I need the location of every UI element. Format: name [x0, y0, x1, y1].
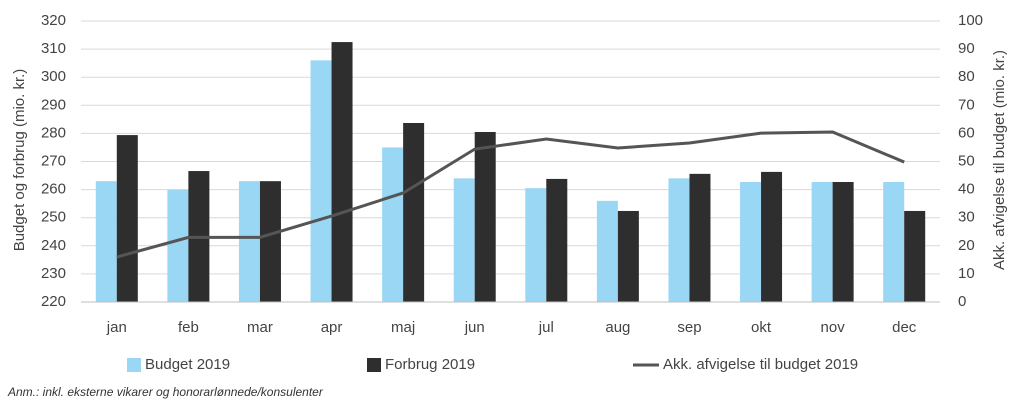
x-tick-label: apr [321, 319, 343, 336]
bar [238, 181, 260, 302]
x-tick-label: feb [178, 319, 199, 336]
y2-tick-label: 60 [958, 124, 975, 141]
x-tick-label: sep [677, 319, 701, 336]
x-tick-label: dec [892, 319, 917, 336]
y2-tick-label: 40 [958, 181, 975, 198]
bar [167, 189, 189, 302]
y-tick-label: 260 [41, 181, 66, 198]
bar [546, 178, 568, 302]
line [116, 130, 905, 259]
x-tick-label: nov [821, 319, 846, 336]
y-tick-label: 220 [41, 293, 66, 310]
y-tick-label: 240 [41, 237, 66, 254]
x-tick-label: jul [538, 319, 554, 336]
bar [617, 210, 639, 302]
x-tick-label: maj [391, 319, 415, 336]
y-tick-label: 290 [41, 96, 66, 113]
legend-label: Budget 2019 [145, 356, 230, 373]
y2-tick-label: 90 [958, 40, 975, 57]
bar [403, 123, 425, 303]
bar [883, 182, 905, 302]
bar [525, 188, 547, 302]
bar [453, 178, 475, 302]
x-tick-label: jan [106, 319, 127, 336]
bar [668, 178, 690, 302]
note: Anm.: inkl. eksterne vikarer og honorarl… [7, 385, 324, 399]
y2-tick-label: 20 [958, 237, 975, 254]
legend-label: Akk. afvigelse til budget 2019 [663, 356, 858, 373]
bar [474, 131, 496, 302]
x-tick-label: jun [464, 319, 485, 336]
y-axis-title: Budget og forbrug (mio. kr.) [11, 69, 28, 252]
legend-swatch [367, 358, 381, 372]
x-tick-label: aug [605, 319, 630, 336]
bar [761, 171, 783, 302]
bar [832, 182, 854, 302]
legend-swatch [127, 358, 141, 372]
bar [811, 182, 833, 302]
bar [259, 181, 281, 302]
bar [740, 182, 762, 302]
bar [331, 42, 353, 302]
y2-tick-label: 70 [958, 96, 975, 113]
y-tick-label: 300 [41, 68, 66, 85]
y-tick-label: 230 [41, 265, 66, 282]
y2-axis-title: Akk. afvigelse til budget (mio. kr.) [991, 50, 1008, 270]
y2-tick-label: 100 [958, 12, 983, 29]
y2-tick-label: 80 [958, 68, 975, 85]
y-tick-label: 310 [41, 40, 66, 57]
bar [95, 181, 117, 302]
bar [310, 60, 332, 303]
y-tick-label: 270 [41, 152, 66, 169]
y2-tick-label: 50 [958, 152, 975, 169]
bar [116, 135, 138, 302]
y2-tick-label: 30 [958, 209, 975, 226]
bar [689, 173, 711, 302]
legend-label: Forbrug 2019 [385, 356, 475, 373]
y-tick-label: 250 [41, 209, 66, 226]
bar [904, 210, 926, 302]
x-tick-label: mar [247, 319, 273, 336]
bar [596, 200, 618, 302]
y-tick-label: 280 [41, 124, 66, 141]
bar [382, 147, 404, 302]
x-tick-label: okt [751, 319, 772, 336]
y2-tick-label: 0 [958, 293, 966, 310]
y2-tick-label: 10 [958, 265, 975, 282]
y-tick-label: 320 [41, 12, 66, 29]
